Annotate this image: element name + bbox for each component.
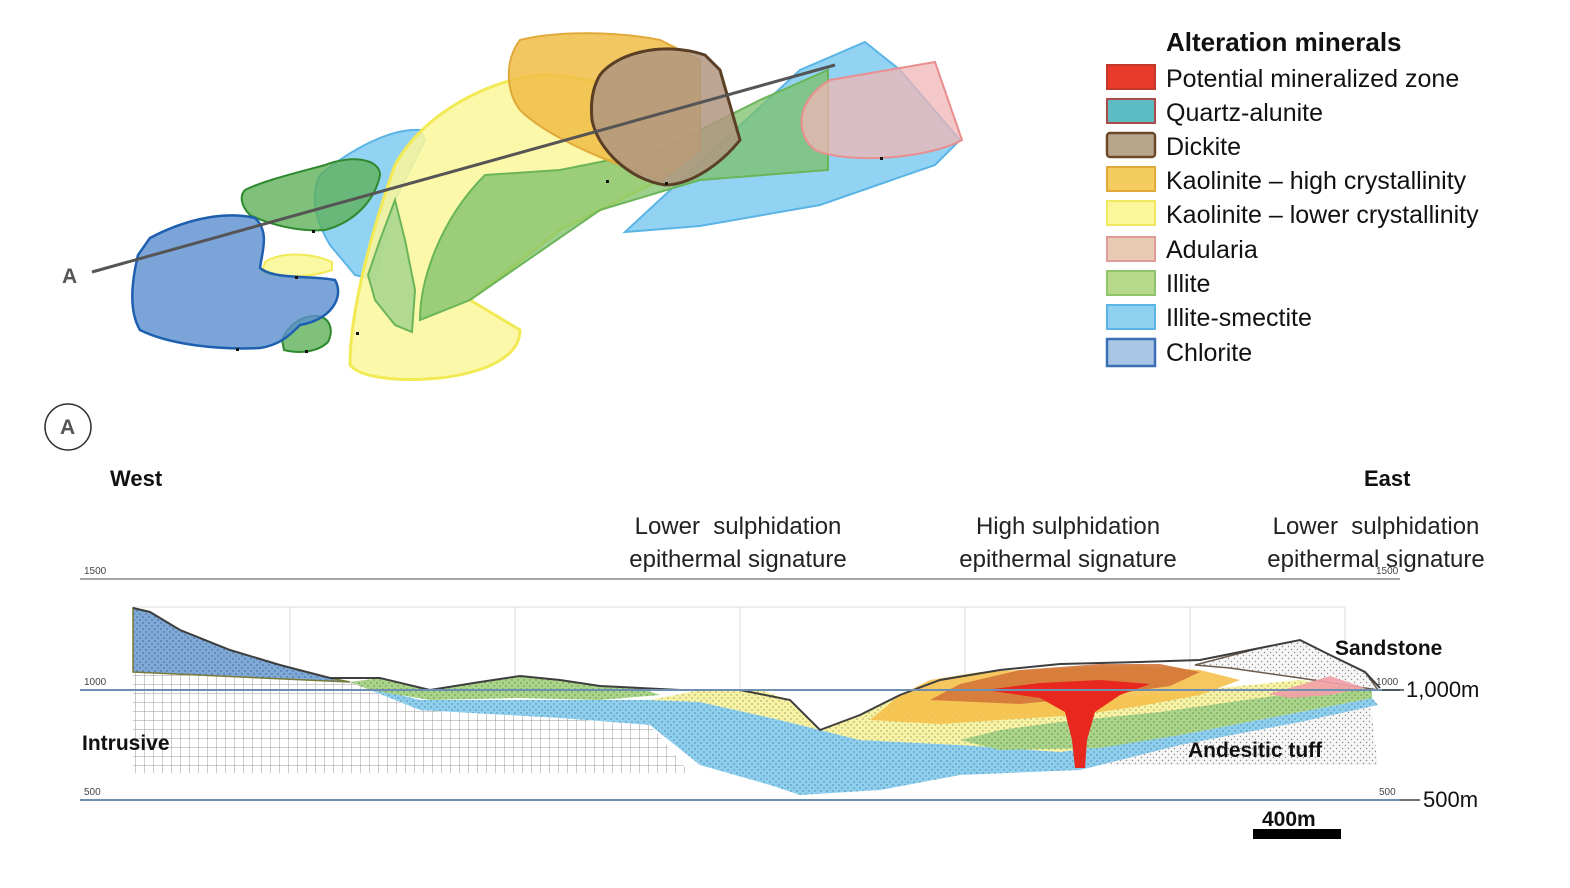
- legend-item: Dickite: [1105, 131, 1241, 161]
- legend-label: Adularia: [1166, 236, 1258, 264]
- grid-1000-left: 1000: [84, 677, 107, 688]
- scale-bar-label: 400m: [1262, 808, 1316, 831]
- legend-swatch-kaolinite-low: [1106, 200, 1156, 226]
- sec-chlorite: [132, 607, 351, 683]
- legend-label: Dickite: [1166, 133, 1241, 161]
- legend-item: Chlorite: [1105, 337, 1252, 368]
- zone-chlorite: [131, 214, 340, 350]
- grid-1500-right: 1500: [1376, 566, 1399, 577]
- grid-1000-right: 1000: [1376, 677, 1399, 688]
- scale-bar: [1253, 829, 1341, 839]
- legend-label: Illite: [1166, 270, 1210, 298]
- plan-map: A: [62, 32, 964, 381]
- cross-section: A West East Lower sulphidation epitherma…: [44, 403, 1485, 839]
- legend-swatch-adularia: [1106, 236, 1156, 262]
- legend-item: Kaolinite – lower crystallinity: [1106, 200, 1479, 229]
- west-label: West: [110, 466, 163, 491]
- unit-sandstone-label: Sandstone: [1335, 637, 1442, 660]
- legend-swatch-illite: [1106, 270, 1156, 296]
- legend-swatch-quartz-alunite: [1106, 98, 1156, 124]
- signature-lower-1-line2: epithermal signature: [629, 546, 846, 573]
- legend-label: Potential mineralized zone: [1166, 65, 1459, 93]
- signature-lower-1-line1: Lower sulphidation: [635, 513, 842, 540]
- sec-mineralized-zone: [985, 680, 1150, 768]
- legend-item: Potential mineralized zone: [1106, 64, 1459, 93]
- zone-adularia: [800, 60, 964, 160]
- legend-swatch-illite-smectite: [1106, 304, 1156, 330]
- legend-swatch-kaolinite-high: [1106, 166, 1156, 192]
- section-line-a: [91, 63, 836, 274]
- sec-illite-east: [960, 686, 1372, 750]
- signature-lower-2-line2: epithermal signature: [1267, 546, 1484, 573]
- legend-swatch-mineralized: [1106, 64, 1156, 90]
- section-marker-label: A: [60, 416, 75, 439]
- legend-swatch-chlorite: [1105, 337, 1157, 368]
- elev-500-label: 500m: [1423, 787, 1478, 812]
- unit-intrusive: [133, 672, 690, 773]
- legend-swatch-dickite: [1105, 131, 1157, 159]
- legend: Alteration minerals Potential mineralize…: [1105, 27, 1479, 368]
- signature-high-line2: epithermal signature: [959, 546, 1176, 573]
- legend-title: Alteration minerals: [1166, 27, 1402, 57]
- legend-item: Kaolinite – high crystallinity: [1106, 166, 1467, 195]
- sec-illite-west: [350, 676, 660, 700]
- legend-label: Quartz-alunite: [1166, 99, 1323, 127]
- section-marker-circle: [44, 403, 92, 451]
- grid-500-left: 500: [84, 787, 101, 798]
- grid-1500-left: 1500: [84, 566, 107, 577]
- zone-dickite: [590, 47, 742, 187]
- legend-item: Quartz-alunite: [1106, 98, 1323, 127]
- signature-high-line1: High sulphidation: [976, 513, 1160, 540]
- section-line-label: A: [62, 265, 77, 288]
- unit-andesitic-tuff-label: Andesitic tuff: [1188, 739, 1323, 762]
- zone-illite-west-upper: [240, 158, 382, 232]
- sec-adularia: [1268, 676, 1365, 698]
- signature-lower-2-line1: Lower sulphidation: [1273, 513, 1480, 540]
- sec-illite-smectite: [350, 682, 1378, 795]
- legend-label: Chlorite: [1166, 339, 1252, 367]
- legend-label: Illite-smectite: [1166, 304, 1312, 332]
- legend-item: Adularia: [1106, 236, 1258, 264]
- sample-points: [236, 157, 883, 353]
- elev-1000-label: 1,000m: [1406, 677, 1479, 702]
- legend-label: Kaolinite – lower crystallinity: [1166, 201, 1479, 229]
- east-label: East: [1364, 466, 1411, 491]
- grid-500-right: 500: [1379, 787, 1396, 798]
- legend-item: Illite: [1106, 270, 1210, 298]
- unit-intrusive-label: Intrusive: [82, 732, 170, 755]
- zone-illite-lens: [366, 196, 417, 334]
- legend-item: Illite-smectite: [1106, 304, 1312, 332]
- legend-label: Kaolinite – high crystallinity: [1166, 167, 1467, 195]
